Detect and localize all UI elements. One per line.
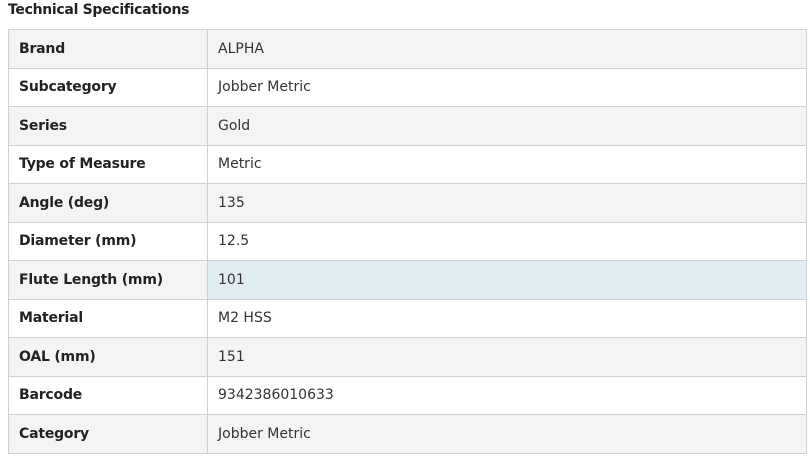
spec-row: Diameter (mm) 12.5 xyxy=(8,221,807,261)
spec-label: Angle (deg) xyxy=(8,183,208,223)
spec-row: Flute Length (mm) 101 xyxy=(8,260,807,300)
spec-row: Category Jobber Metric xyxy=(8,414,807,454)
spec-label: Type of Measure xyxy=(8,144,208,184)
spec-value: Gold xyxy=(207,106,807,146)
spec-row: Brand ALPHA xyxy=(8,29,807,69)
spec-value: 151 xyxy=(207,337,807,377)
spec-label: Diameter (mm) xyxy=(8,221,208,261)
spec-label: Barcode xyxy=(8,375,208,415)
spec-row: Series Gold xyxy=(8,106,807,146)
spec-value: M2 HSS xyxy=(207,298,807,338)
spec-value: 135 xyxy=(207,183,807,223)
spec-value: 9342386010633 xyxy=(207,375,807,415)
spec-row: Type of Measure Metric xyxy=(8,144,807,184)
spec-row: Barcode 9342386010633 xyxy=(8,375,807,415)
spec-label: Series xyxy=(8,106,208,146)
spec-label: Brand xyxy=(8,29,208,69)
spec-label: OAL (mm) xyxy=(8,337,208,377)
spec-value: Jobber Metric xyxy=(207,414,807,454)
spec-row: Subcategory Jobber Metric xyxy=(8,67,807,107)
section-title: Technical Specifications xyxy=(8,2,190,18)
spec-value: Metric xyxy=(207,144,807,184)
spec-row: Angle (deg) 135 xyxy=(8,183,807,223)
spec-label: Flute Length (mm) xyxy=(8,260,208,300)
spec-value: 12.5 xyxy=(207,221,807,261)
spec-label: Material xyxy=(8,298,208,338)
spec-value: 101 xyxy=(207,260,807,300)
spec-label: Subcategory xyxy=(8,67,208,107)
specs-table: Brand ALPHA Subcategory Jobber Metric Series… xyxy=(8,29,807,454)
spec-row: Material M2 HSS xyxy=(8,298,807,338)
spec-label: Category xyxy=(8,414,208,454)
spec-value: ALPHA xyxy=(207,29,807,69)
spec-value: Jobber Metric xyxy=(207,67,807,107)
spec-row: OAL (mm) 151 xyxy=(8,337,807,377)
